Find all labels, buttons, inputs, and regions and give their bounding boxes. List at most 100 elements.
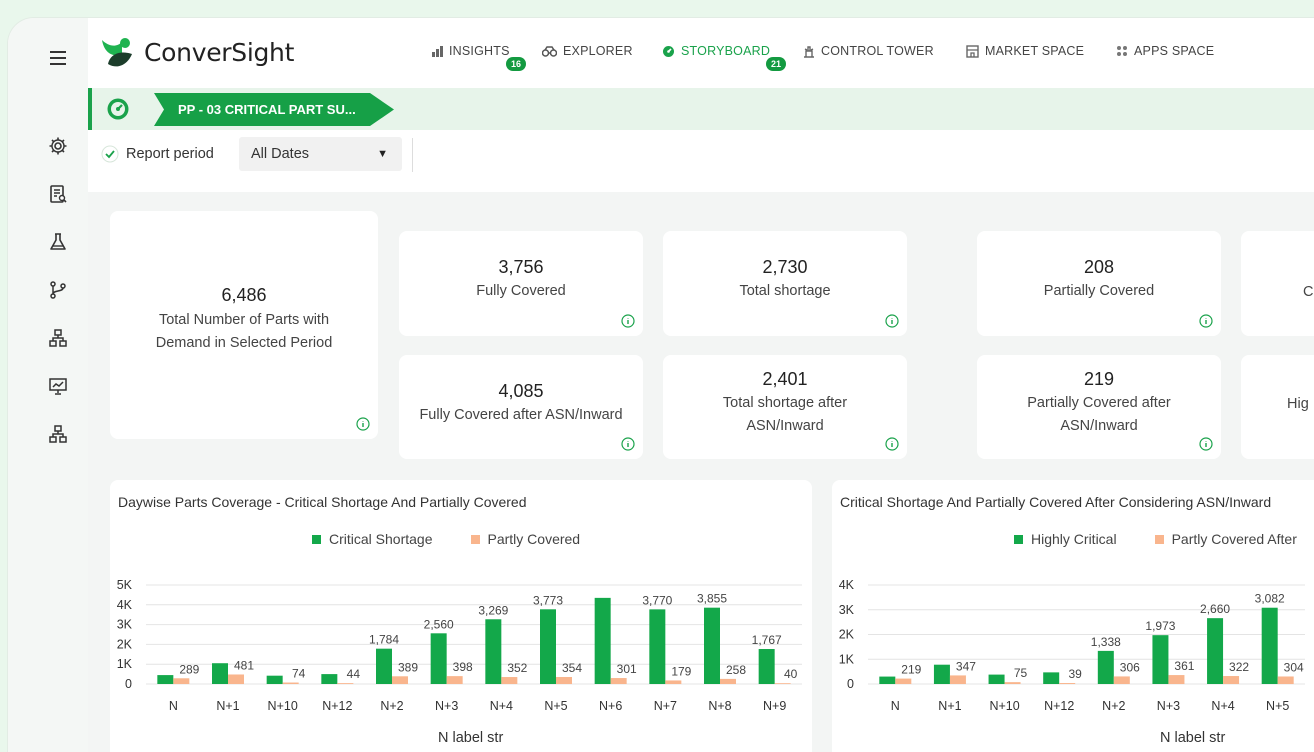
data-label: 39	[1069, 667, 1083, 681]
bar-secondary	[282, 682, 299, 684]
bar-secondary	[392, 676, 408, 684]
left-rail	[8, 18, 88, 752]
kpi-fully-covered-asn[interactable]: 4,085 Fully Covered after ASN/Inward	[399, 355, 643, 459]
top-header: ConverSight INSIGHTS 16 EXPLORER STORYBO…	[88, 18, 1314, 88]
chart-legend: Highly Critical Partly Covered After	[1014, 531, 1297, 547]
bar-primary	[1261, 607, 1278, 684]
info-icon[interactable]	[885, 314, 899, 328]
x-tick-label: N+10	[268, 699, 298, 713]
data-label: 2,560	[424, 617, 454, 631]
y-tick-label: 0	[125, 677, 132, 691]
nav-insights[interactable]: INSIGHTS	[432, 44, 510, 58]
x-tick-label: N+1	[938, 699, 961, 713]
bar-primary	[266, 675, 283, 684]
kpi-total-shortage[interactable]: 2,730 Total shortage	[663, 231, 907, 336]
bar-secondary	[228, 674, 244, 684]
storyboard-tab[interactable]: PP - 03 CRITICAL PART SU...	[154, 93, 394, 126]
bar-primary	[376, 648, 392, 684]
x-tick-label: N+2	[1102, 699, 1125, 713]
x-tick-label: N+6	[599, 699, 622, 713]
kpi-partial-offscreen-top[interactable]: C	[1241, 231, 1314, 336]
y-tick-label: 4K	[117, 598, 133, 612]
kpi-value: 2,730	[762, 257, 808, 277]
kpi-label: Fully Covered after ASN/Inward	[419, 407, 623, 423]
info-icon[interactable]	[356, 417, 370, 431]
data-label: 258	[726, 663, 746, 677]
nav-market-space[interactable]: MARKET SPACE	[966, 44, 1084, 58]
bar-primary	[1097, 650, 1114, 684]
legend-item-partly-covered[interactable]: Partly Covered	[470, 531, 580, 547]
legend-item-highly-critical[interactable]: Highly Critical	[1014, 531, 1117, 547]
nav-explorer-label: EXPLORER	[563, 44, 633, 58]
kpi-partially-covered[interactable]: 208 Partially Covered	[977, 231, 1221, 336]
menu-icon[interactable]	[44, 44, 72, 72]
bar-secondary	[720, 678, 736, 684]
info-icon[interactable]	[1199, 437, 1213, 451]
data-label: 1,973	[1145, 619, 1175, 633]
data-label: 354	[562, 661, 582, 675]
storyboard-icon	[663, 45, 674, 57]
legend-item-partly-covered-after[interactable]: Partly Covered After	[1154, 531, 1297, 547]
data-label: 3,269	[478, 603, 508, 617]
kpi-label: Total shortage	[739, 283, 831, 299]
data-label: 322	[1229, 660, 1249, 674]
bar-primary	[540, 609, 556, 684]
y-tick-label: 2K	[117, 637, 133, 651]
report-icon[interactable]	[44, 180, 72, 208]
nav-insights-label: INSIGHTS	[449, 44, 510, 58]
brand[interactable]: ConverSight	[98, 34, 294, 70]
bar-primary	[1152, 635, 1169, 684]
hierarchy-icon[interactable]	[44, 324, 72, 352]
legend-item-critical-shortage[interactable]: Critical Shortage	[312, 531, 433, 547]
info-icon[interactable]	[885, 437, 899, 451]
y-tick-label: 0	[847, 677, 854, 691]
org-chart-icon[interactable]	[44, 420, 72, 448]
info-icon[interactable]	[1199, 314, 1213, 328]
bar-primary	[879, 676, 896, 684]
chart-card-asn: Critical Shortage And Partially Covered …	[832, 480, 1314, 752]
branch-icon[interactable]	[44, 276, 72, 304]
data-label: 347	[956, 659, 976, 673]
report-period-select[interactable]: All Dates ▼	[239, 137, 402, 171]
bar-primary	[485, 619, 502, 684]
data-label: 75	[1014, 666, 1028, 680]
chart-title: Critical Shortage And Partially Covered …	[840, 494, 1272, 510]
nav-control-tower[interactable]: CONTROL TOWER	[803, 44, 934, 58]
data-label: 74	[292, 667, 306, 681]
data-label: 44	[347, 667, 361, 681]
check-circle-icon[interactable]	[101, 145, 119, 163]
nav-control-tower-label: CONTROL TOWER	[821, 44, 934, 58]
kpi-partial-offscreen-bottom[interactable]: Hig	[1241, 355, 1314, 459]
info-icon[interactable]	[621, 314, 635, 328]
legend-label: Critical Shortage	[329, 531, 433, 547]
dashboard-content: 6,486 Total Number of Parts with Demand …	[88, 192, 1314, 752]
x-tick-label: N+4	[490, 699, 513, 713]
storyboard-home-icon[interactable]	[106, 97, 130, 121]
main-area: ConverSight INSIGHTS 16 EXPLORER STORYBO…	[88, 18, 1314, 752]
kpi-value: 208	[1083, 257, 1115, 277]
kpi-partially-covered-asn[interactable]: 219 Partially Covered after ASN/Inward	[977, 355, 1221, 459]
caret-down-icon: ▼	[377, 148, 388, 160]
flask-icon[interactable]	[44, 228, 72, 256]
binoculars-icon	[542, 45, 557, 57]
bar-primary	[1207, 618, 1224, 684]
nav-apps-space[interactable]: APPS SPACE	[1116, 44, 1214, 58]
kpi-fully-covered[interactable]: 3,756 Fully Covered	[399, 231, 643, 336]
nav-storyboard[interactable]: STORYBOARD	[662, 44, 770, 58]
data-label: 481	[234, 658, 254, 672]
x-tick-label: N+3	[1157, 699, 1180, 713]
bar-primary	[594, 597, 611, 684]
bar-secondary	[556, 676, 572, 684]
x-tick-label: N+3	[435, 699, 458, 713]
y-tick-label: 3K	[117, 618, 133, 632]
nav-explorer[interactable]: EXPLORER	[542, 44, 633, 58]
gear-icon[interactable]	[44, 132, 72, 160]
kpi-total-shortage-asn[interactable]: 2,401 Total shortage after ASN/Inward	[663, 355, 907, 459]
data-label: 2,660	[1200, 602, 1230, 616]
data-label: 3,855	[697, 592, 727, 606]
kpi-value: 2,401	[762, 369, 808, 389]
kpi-value: 6,486	[221, 285, 267, 305]
presentation-icon[interactable]	[44, 372, 72, 400]
info-icon[interactable]	[621, 437, 635, 451]
kpi-total-parts[interactable]: 6,486 Total Number of Parts with Demand …	[110, 211, 378, 439]
